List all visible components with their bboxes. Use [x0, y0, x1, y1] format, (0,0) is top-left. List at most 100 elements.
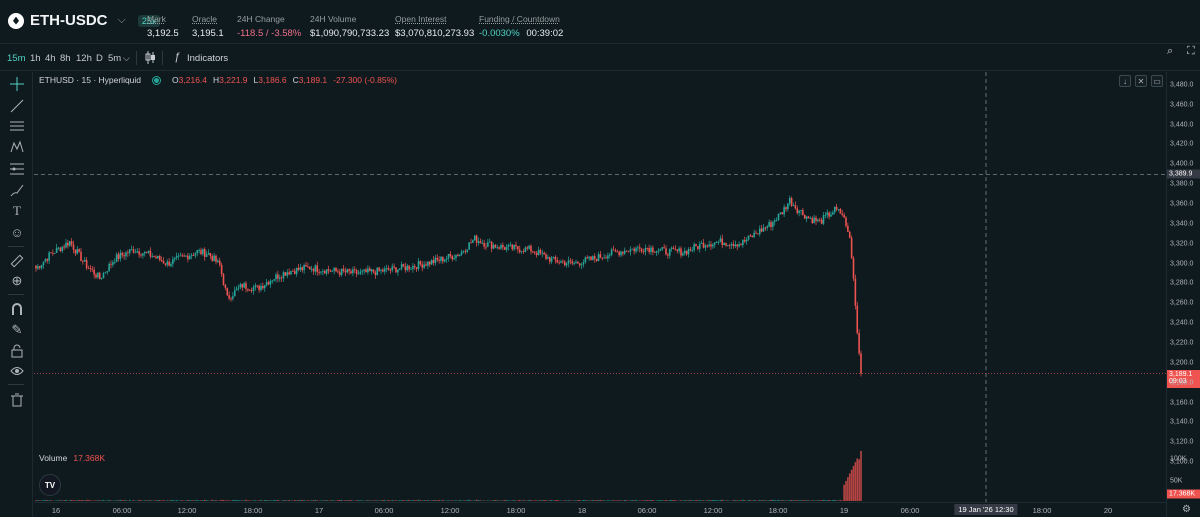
interval-5m[interactable]: 5m [108, 53, 122, 64]
ruler-icon[interactable] [9, 253, 25, 269]
candle-body [173, 257, 176, 260]
zoom-icon[interactable]: ⌕ [1167, 45, 1174, 57]
candle-body [597, 254, 600, 262]
candle-body [48, 252, 50, 261]
fib-icon[interactable] [9, 161, 25, 177]
interval-4h[interactable]: 4h [45, 53, 56, 64]
candle-body [194, 253, 197, 256]
candle-body [269, 280, 272, 285]
stat-label[interactable]: Funding / Countdown [479, 14, 560, 24]
candle-body [573, 262, 575, 264]
collapse-icon[interactable]: ✕ [1135, 75, 1147, 87]
zoom-in-icon[interactable]: ⊕ [11, 273, 23, 288]
volume-bar [547, 500, 549, 501]
candle-body [340, 268, 343, 275]
interval-15m[interactable]: 15m [7, 53, 26, 64]
lock-drawing-icon[interactable]: ✎ [11, 322, 23, 337]
magnet-icon[interactable] [9, 301, 25, 317]
volume-bar [316, 500, 319, 501]
candle-body [835, 206, 838, 210]
indicators-button[interactable]: Indicators [187, 53, 229, 64]
text-icon[interactable]: T [13, 203, 21, 218]
eye-icon[interactable] [9, 363, 25, 379]
candle-body [224, 284, 227, 288]
tradingview-logo[interactable]: TV [39, 474, 61, 496]
crosshair-icon[interactable] [9, 76, 25, 92]
trash-icon[interactable] [9, 392, 25, 408]
volume-bar [817, 500, 819, 501]
interval-8h[interactable]: 8h [60, 53, 71, 64]
candle-body [713, 242, 716, 245]
candlestick-plot[interactable] [34, 72, 1166, 517]
candle-body [843, 214, 845, 218]
interval-d[interactable]: D [96, 53, 103, 64]
candle-body [447, 253, 450, 259]
candle-body [697, 246, 699, 249]
volume-bar [68, 500, 71, 501]
settings-icon[interactable]: ⚙ [1182, 504, 1191, 515]
candle-body [108, 263, 110, 272]
volume-bar [824, 500, 827, 501]
candle-body [98, 272, 101, 279]
volume-bar [172, 500, 174, 501]
volume-bar [188, 500, 191, 501]
candle-body [788, 198, 791, 204]
stat-label[interactable]: Oracle [192, 14, 218, 24]
volume-bar [265, 500, 268, 501]
trend-line-icon[interactable] [9, 98, 25, 114]
interval-1h[interactable]: 1h [30, 53, 41, 64]
candle-type-icon[interactable] [145, 51, 156, 67]
chevron-down-icon[interactable]: ⌵ [117, 14, 126, 26]
horizontal-lines-icon[interactable] [9, 118, 25, 134]
volume-bar [447, 500, 450, 501]
lock-icon[interactable] [9, 343, 25, 359]
candle-body [567, 260, 570, 264]
volume-bar [820, 500, 823, 501]
candle-body [811, 218, 814, 224]
interval-12h[interactable]: 12h [76, 53, 92, 64]
candle-body [824, 215, 827, 216]
price-scale[interactable]: 3,389.9 3,189.1 09:03 100K 50K 17.368K 3… [1166, 72, 1200, 517]
volume-bar [760, 500, 763, 501]
candle-body [265, 282, 268, 286]
volume-bar [157, 500, 159, 501]
pattern-icon[interactable] [9, 139, 25, 155]
pair-selector[interactable]: ETH-USDC ⌵ 25x [8, 12, 161, 29]
market-status-icon [153, 76, 161, 84]
volume-bar [284, 500, 287, 501]
stat-value: -0.0030% 00:39:02 [479, 28, 563, 39]
candle-body [301, 267, 304, 271]
candle-body [293, 271, 296, 275]
stat-oracle: Oracle 3,195.1 [192, 14, 224, 39]
candle-body [46, 259, 49, 261]
stat-label[interactable]: Open Interest [395, 14, 447, 24]
volume-bar [753, 499, 755, 501]
indicators-icon[interactable]: ƒ [174, 51, 181, 63]
fullscreen-icon[interactable]: ⛶ [1187, 45, 1195, 57]
volume-bar [599, 500, 602, 501]
volume-bar [312, 500, 315, 501]
stat-open-interest: Open Interest $3,070,810,273.93 [395, 14, 474, 39]
volume-bar [503, 500, 506, 501]
emoji-icon[interactable]: ☺ [10, 224, 24, 240]
candle-body [352, 269, 354, 274]
price-chart[interactable]: ETHUSD · 15 · Hyperliquid O3,216.4 H3,22… [34, 72, 1166, 517]
leverage-badge[interactable]: 25x [137, 14, 161, 27]
interval-dropdown-icon[interactable]: ⌵ [123, 53, 130, 63]
brush-icon[interactable] [9, 182, 25, 198]
candle-body [370, 269, 373, 272]
candle-body [537, 249, 540, 256]
scroll-down-icon[interactable]: ↓ [1119, 75, 1131, 87]
volume-bar [374, 500, 377, 501]
candle-body [93, 269, 95, 275]
ohlc-legend: ETHUSD · 15 · Hyperliquid O3,216.4 H3,22… [39, 75, 397, 85]
candle-body [220, 264, 223, 274]
volume-bar [98, 500, 101, 501]
candle-body [672, 247, 675, 249]
time-axis[interactable]: 16 06:00 12:00 18:00 17 06:00 12:00 18:00 18 06:0… [34, 502, 1166, 517]
maximize-icon[interactable]: ▭ [1151, 75, 1163, 87]
volume-bar [655, 500, 658, 501]
volume-bar [147, 500, 150, 501]
volume-bar [616, 500, 619, 501]
stat-label[interactable]: Mark [147, 14, 166, 24]
